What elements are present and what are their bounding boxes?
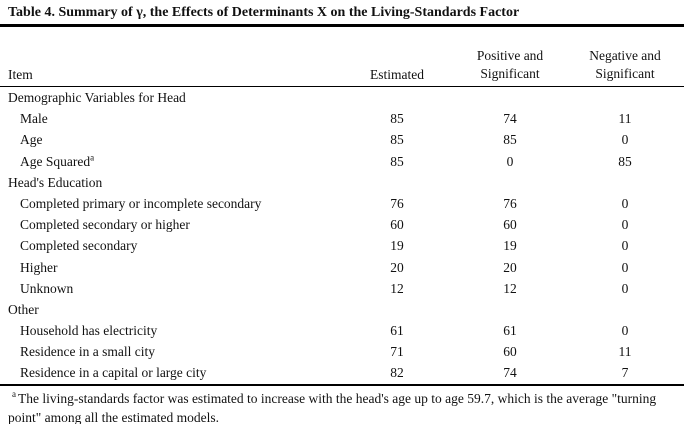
table-row: Completed primary or incomplete secondar…	[0, 193, 684, 214]
row-label-text: Male	[20, 111, 48, 127]
positive-value: 60	[503, 217, 517, 233]
positive-value: 61	[503, 323, 517, 339]
row-label-text: Completed secondary or higher	[20, 217, 190, 233]
row-label: Completed secondary	[0, 235, 340, 256]
negative-value: 0	[621, 323, 629, 339]
estimated-value: 85	[390, 132, 404, 148]
negative-value: 0	[621, 280, 629, 296]
estimated-value: 85	[390, 111, 404, 127]
footnote-marker: a	[12, 389, 16, 400]
table-footnote: a The living-standards factor was estimat…	[0, 386, 684, 424]
table-row: Higher 20 20 0	[0, 257, 684, 278]
negative-value: 0	[621, 238, 629, 254]
estimated-value: 71	[390, 344, 404, 360]
positive-value: 20	[503, 259, 517, 275]
column-header-positive-significant: Positive and Significant	[454, 47, 566, 83]
row-label: Household has electricity	[0, 320, 340, 341]
positive-value: 12	[503, 280, 517, 296]
estimated-value: 60	[390, 217, 404, 233]
column-header-negative-line2: Significant	[595, 66, 655, 81]
row-label-text: Residence in a capital or large city	[20, 365, 207, 381]
row-label: Residence in a small city	[0, 341, 340, 362]
column-header-positive-line2: Significant	[480, 66, 540, 81]
row-label: Completed secondary or higher	[0, 214, 340, 235]
row-label-text: Completed primary or incomplete secondar…	[20, 195, 262, 211]
estimated-value: 61	[390, 323, 404, 339]
table-row: Age Squareda 85 0 85	[0, 151, 684, 172]
footnote-marker-superscript: a	[90, 152, 95, 163]
positive-value: 19	[503, 238, 517, 254]
estimated-value: 19	[390, 238, 404, 254]
table-row: Completed secondary or higher 60 60 0	[0, 214, 684, 235]
positive-value: 0	[506, 153, 514, 169]
negative-value: 85	[618, 153, 632, 169]
table-row: Household has electricity 61 61 0	[0, 320, 684, 341]
row-label-text: Higher	[20, 259, 58, 275]
positive-value: 74	[503, 111, 517, 127]
column-header-estimated: Estimated	[370, 67, 424, 82]
table-row: Age 85 85 0	[0, 129, 684, 150]
section-label: Demographic Variables for Head	[8, 90, 186, 105]
row-label-text: Unknown	[20, 280, 74, 296]
estimated-value: 82	[390, 365, 404, 381]
estimated-value: 20	[390, 259, 404, 275]
column-header-positive-line1: Positive and	[476, 48, 544, 63]
table-row: Residence in a capital or large city 82 …	[0, 362, 684, 383]
row-label-text: Age	[20, 132, 43, 148]
negative-value: 0	[621, 195, 629, 211]
column-header-negative-significant: Negative and Significant	[566, 47, 684, 83]
row-label-text: Household has electricity	[20, 323, 158, 339]
row-label: Residence in a capital or large city	[0, 362, 340, 383]
table-title: Table 4. Summary of γ, the Effects of De…	[0, 0, 684, 27]
estimated-value: 12	[390, 280, 404, 296]
row-label: Male	[0, 108, 340, 129]
row-label-text: Age Squared	[20, 153, 91, 169]
column-header-item: Item	[8, 67, 33, 82]
section-label: Other	[8, 301, 39, 317]
positive-value: 85	[503, 132, 517, 148]
section-label: Head's Education	[8, 174, 103, 190]
row-label-text: Completed secondary	[20, 238, 138, 254]
negative-value: 0	[621, 132, 629, 148]
table-row: Residence in a small city 71 60 11	[0, 341, 684, 362]
table-section-row: Head's Education	[0, 172, 684, 193]
table-row: Completed secondary 19 19 0	[0, 235, 684, 256]
positive-value: 74	[503, 365, 517, 381]
row-label-text: Residence in a small city	[20, 344, 155, 360]
negative-value: 0	[621, 217, 629, 233]
column-header-negative-line1: Negative and	[589, 48, 661, 63]
negative-value: 11	[618, 344, 632, 360]
row-label: Age Squareda	[0, 151, 340, 172]
negative-value: 11	[618, 111, 632, 127]
table-section-row: Other	[0, 299, 684, 320]
positive-value: 76	[503, 195, 517, 211]
row-label: Completed primary or incomplete secondar…	[0, 193, 340, 214]
negative-value: 7	[621, 365, 629, 381]
row-label: Age	[0, 129, 340, 150]
estimated-value: 76	[390, 195, 404, 211]
table-header-row: Item Estimated Positive and Significant …	[0, 27, 684, 87]
estimated-value: 85	[390, 153, 404, 169]
table-row: Male 85 74 11	[0, 108, 684, 129]
negative-value: 0	[621, 259, 629, 275]
table-body: Demographic Variables for Head Male 85 7…	[0, 87, 684, 386]
footnote-text: The living-standards factor was estimate…	[8, 390, 657, 424]
row-label: Higher	[0, 257, 340, 278]
table-section-row: Demographic Variables for Head	[0, 87, 684, 108]
table-row: Unknown 12 12 0	[0, 278, 684, 299]
row-label: Unknown	[0, 278, 340, 299]
positive-value: 60	[503, 344, 517, 360]
